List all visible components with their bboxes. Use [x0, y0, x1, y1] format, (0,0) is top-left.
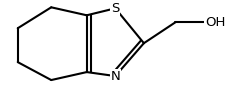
- Text: OH: OH: [204, 16, 224, 29]
- Text: N: N: [110, 70, 120, 83]
- Text: S: S: [111, 2, 119, 15]
